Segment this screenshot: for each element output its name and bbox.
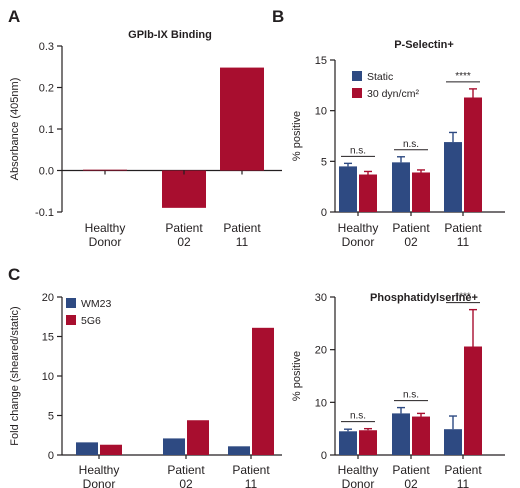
bar [252,327,274,455]
x-tick-label: 11 [236,235,249,249]
y-tick-label: 0.1 [39,124,54,136]
bar [444,429,462,455]
x-tick-label: 11 [457,477,470,488]
y-tick-label: 0.0 [39,166,54,178]
x-tick-label: Donor [342,477,375,488]
x-tick-label: Patient [444,221,482,235]
bar [412,172,430,212]
x-tick-label: 11 [457,235,470,249]
legend-label: 30 dyn/cm² [367,88,419,100]
bar [444,142,462,212]
x-tick-label: Patient [392,221,430,235]
bar [76,442,98,455]
panel-b: B P-Selectin+ 15 10 5 0 % positive HealthyDono… [272,7,505,249]
y-tick-label: 5 [321,156,327,168]
y-tick-label: 20 [315,345,327,357]
y-tick-label: 0 [321,450,327,462]
y-tick-label: 0 [48,450,54,462]
bar [339,431,357,455]
y-tick-label: 0 [321,207,327,219]
panel-b-letter: B [272,7,284,26]
x-tick-label: Donor [89,235,122,249]
y-tick-label: 30 [315,292,327,304]
legend-label: 5G6 [81,315,101,327]
bar [83,169,127,171]
y-tick-label: 15 [315,55,327,67]
y-tick-label: 5 [48,411,54,423]
y-tick-label: 20 [42,292,54,304]
significance-label: **** [455,292,471,303]
y-axis-label: Fold change (sheared/static) [9,306,21,445]
x-tick-label: 02 [404,235,418,249]
y-tick-label: 10 [315,106,327,118]
bar [359,174,377,212]
legend-label: Static [367,71,393,83]
y-tick-label: 15 [42,332,54,344]
y-axis-label: Absorbance (405nm) [9,78,21,181]
significance-label: n.s. [403,390,419,401]
x-tick-label: Healthy [85,221,126,235]
y-tick-label: 0.3 [39,41,54,53]
legend-swatch [66,298,76,308]
chart-title: P-Selectin+ [394,39,454,51]
x-tick-label: Patient [232,463,270,477]
x-tick-label: 02 [177,235,191,249]
x-tick-label: Donor [83,477,116,488]
panel-d: Phosphatidylserine+ 30 20 10 0 % positive Heal… [291,292,505,488]
x-tick-label: Patient [444,463,482,477]
bar [392,413,410,455]
bar [412,416,430,455]
y-tick-label: -0.1 [35,207,54,219]
y-axis-label: % positive [291,111,303,161]
x-tick-label: 11 [245,477,258,488]
significance-label: n.s. [350,411,366,422]
bar [392,162,410,212]
x-tick-label: Healthy [79,463,120,477]
bar [100,444,122,455]
legend-swatch [352,88,362,98]
bar [339,166,357,212]
x-tick-label: Donor [342,235,375,249]
y-axis-label: % positive [291,351,303,401]
panel-a-letter: A [8,7,20,26]
legend-swatch [352,71,362,81]
significance-label: **** [455,71,471,82]
panel-c-letter: C [8,265,20,284]
bar [464,346,482,455]
x-tick-label: Patient [167,463,205,477]
y-tick-label: 10 [315,397,327,409]
x-tick-label: 02 [179,477,193,488]
bar [187,420,209,455]
bar [163,438,185,455]
significance-label: n.s. [403,139,419,150]
legend-swatch [66,315,76,325]
x-tick-label: 02 [404,477,418,488]
y-tick-label: 0.2 [39,83,54,95]
chart-title: GPIb-IX Binding [128,29,212,41]
y-tick-label: 10 [42,371,54,383]
x-tick-label: Healthy [338,463,379,477]
panel-a: A GPIb-IX Binding 0.3 0.2 0.1 0.0 -0.1 Absorba… [8,7,282,249]
x-tick-label: Patient [392,463,430,477]
bar [220,67,264,171]
x-tick-label: Patient [223,221,261,235]
bar [464,97,482,212]
bar [228,446,250,455]
panel-c: C 20 15 10 5 0 Fold change (sheared/static) He… [8,265,282,488]
x-tick-label: Patient [165,221,203,235]
bar [162,170,206,208]
x-tick-label: Healthy [338,221,379,235]
bar [359,430,377,455]
significance-label: n.s. [350,145,366,156]
chart-title: Phosphatidylserine+ [370,292,478,304]
legend-label: WM23 [81,298,111,310]
